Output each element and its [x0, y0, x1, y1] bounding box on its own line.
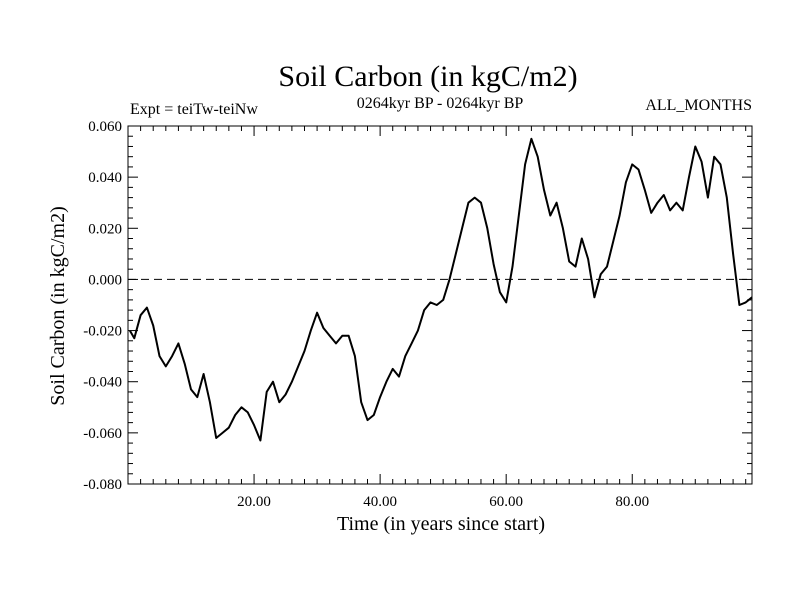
plot-area: 20.00 40.00 60.00 80.00 0.060 0.040 0.020 0.000…	[83, 119, 753, 510]
y-tick-label: 0.040	[88, 170, 122, 186]
series-line	[129, 137, 753, 442]
y-tick-label: -0.020	[83, 324, 122, 340]
plot-frame	[127, 125, 753, 485]
x-tick-label: 20.00	[237, 494, 271, 510]
y-tick-label: 0.000	[88, 272, 122, 288]
chart-subtitle: 0264kyr BP - 0264kyr BP	[357, 95, 524, 112]
months-label: ALL_MONTHS	[645, 97, 752, 114]
x-axis-label: Time (in years since start)	[337, 513, 545, 535]
y-tick-label: -0.080	[83, 477, 122, 493]
y-tick-label: -0.040	[83, 375, 122, 391]
y-axis-label: Soil Carbon (in kgC/m2)	[47, 206, 69, 405]
y-tick-label: 0.020	[88, 221, 122, 237]
experiment-label: Expt = teiTw-teiNw	[130, 101, 258, 118]
x-tick-label: 60.00	[489, 494, 523, 510]
x-tick-label: 40.00	[363, 494, 397, 510]
y-tick-label: 0.060	[88, 119, 122, 135]
chart-title: Soil Carbon (in kgC/m2)	[278, 60, 577, 93]
x-tick-label: 80.00	[615, 494, 649, 510]
y-tick-label: -0.060	[83, 426, 122, 442]
